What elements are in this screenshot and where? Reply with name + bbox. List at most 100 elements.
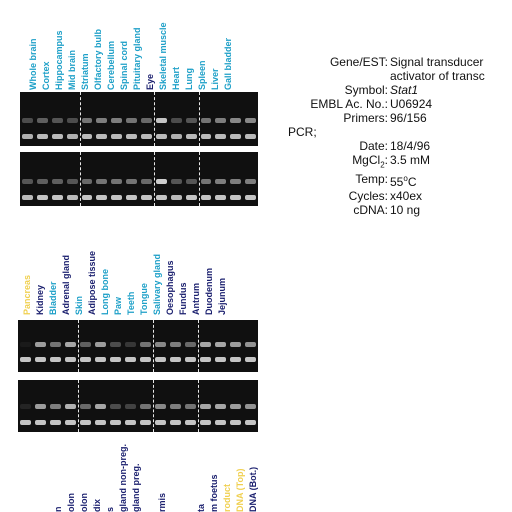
gel-band-lower (245, 195, 256, 200)
gel-band-upper (155, 179, 167, 184)
gel-band-lower (36, 134, 48, 139)
panel3-lane-labels: n olon olon dix s gland non-preg. gland preg. r… (40, 432, 261, 512)
lane-label-text: Spinal cord (119, 40, 129, 90)
gel-band-upper (200, 342, 211, 347)
gel-band-upper (200, 404, 211, 409)
lane-label: Spinal cord (119, 10, 132, 90)
gel-band-upper (50, 342, 61, 347)
lane-label: s (105, 432, 118, 512)
gel-band-upper (200, 118, 212, 123)
lane-group-separator (198, 320, 199, 372)
lane-group-separator (78, 320, 79, 372)
lane-label-text: roduct (222, 484, 232, 512)
lane-label: Gall bladder (223, 10, 236, 90)
gel-band-lower (95, 420, 106, 425)
lane-label: Heart (171, 10, 184, 90)
lane-group-separator (78, 380, 79, 432)
symbol-label: Symbol: (344, 83, 388, 97)
gel-band-lower (81, 134, 93, 139)
gel-band-lower (155, 420, 166, 425)
gel-band-upper (95, 342, 106, 347)
lane-label: gland non-preg. (118, 432, 131, 512)
gel-band-lower (215, 420, 226, 425)
gel-band-upper (245, 179, 256, 184)
gel-band-lower (50, 357, 61, 362)
lane-label-text: s (105, 506, 115, 512)
cycles-value: x40ex (390, 189, 423, 204)
lane-label: Cerebellum (106, 10, 119, 90)
lane-label-text: Olfactory bulb (93, 28, 103, 90)
lane-label-text: Heart (171, 66, 181, 90)
gel-band-upper (35, 342, 46, 347)
lane-label-text: Skeletal muscle (158, 22, 168, 90)
gel-band-upper (125, 404, 136, 409)
lane-label-text: Long bone (100, 269, 110, 315)
gel-band-lower (80, 420, 91, 425)
gel-band-lower (200, 357, 211, 362)
lane-label-text: Fundus (178, 282, 188, 316)
gel-band-upper (51, 179, 63, 184)
lane-label-text: Whole brain (28, 38, 38, 91)
lane-label: Bladder (48, 235, 61, 315)
temp-label: Temp: (355, 172, 388, 187)
lane-label-text: Striatum (80, 53, 90, 90)
lane-label-text: Salivary gland (152, 253, 162, 315)
lane-label-text: Adrenal gland (61, 254, 71, 315)
lane-label: Tongue (139, 235, 152, 315)
lane-group-separator (79, 92, 81, 146)
cycles-row: Cycles: x40ex (288, 189, 512, 203)
gel-band-upper (126, 118, 137, 123)
gel-band-lower (96, 195, 108, 200)
lane-label: Long bone (100, 235, 113, 315)
gel-band-upper (96, 118, 108, 123)
lane-label-text: Adipose tissue (87, 250, 97, 315)
gel-band-upper (230, 404, 241, 409)
gel-band-upper (215, 404, 226, 409)
gel-band-upper (111, 118, 123, 123)
gel-band-lower (170, 134, 182, 139)
lane-label: DNA (Top) (235, 432, 248, 512)
gel-band-lower (215, 195, 227, 200)
gel-band-upper (185, 179, 197, 184)
primers-value: 96/156 (390, 111, 427, 125)
gel-band-upper (185, 404, 196, 409)
lane-label: gland preg. (131, 432, 144, 512)
lane-label: Oesophagus (165, 235, 178, 315)
lane-label: ta (196, 432, 209, 512)
primers-row: Primers: 96/156 (288, 111, 512, 125)
gel-band-upper (245, 342, 256, 347)
gel-band-lower (110, 420, 121, 425)
lane-label: rmis (157, 432, 170, 512)
gel-band-upper (110, 342, 121, 347)
lane-group-separator (153, 380, 154, 432)
lane-label-text: Pancreas (22, 274, 32, 315)
gel-band-lower (20, 420, 31, 425)
pcr-row: PCR; (288, 125, 512, 139)
gel-band-lower (170, 195, 182, 200)
gel-band-lower (200, 195, 212, 200)
gel-band-upper (22, 179, 33, 184)
gel-band-lower (245, 134, 256, 139)
gel-band-upper (230, 179, 242, 184)
lane-label: olon (66, 432, 79, 512)
gel-band-lower (65, 357, 76, 362)
gel-band-upper (80, 342, 91, 347)
gel-band-upper (170, 342, 181, 347)
lane-group-separator (198, 92, 200, 146)
gel-band-upper (155, 342, 166, 347)
lane-label: Pituitary gland (132, 10, 145, 90)
gel-band-lower (96, 134, 108, 139)
date-value: 18/4/96 (390, 139, 431, 153)
gel-2-bottom (18, 380, 258, 432)
mgcl-row: MgCl2: 3.5 mM (288, 153, 512, 172)
gel-band-lower (185, 357, 196, 362)
temp-value: 55oC (390, 174, 417, 190)
gel-2-top (18, 320, 258, 372)
lane-label-text: Pituitary gland (132, 27, 142, 90)
lane-label-text: m foetus (209, 474, 219, 512)
lane-label: Paw (113, 235, 126, 315)
lane-label: Jejunum (217, 235, 230, 315)
gel-band-upper (20, 342, 31, 347)
gel-band-upper (140, 404, 151, 409)
lane-label-text: Hippocampus (54, 30, 64, 90)
